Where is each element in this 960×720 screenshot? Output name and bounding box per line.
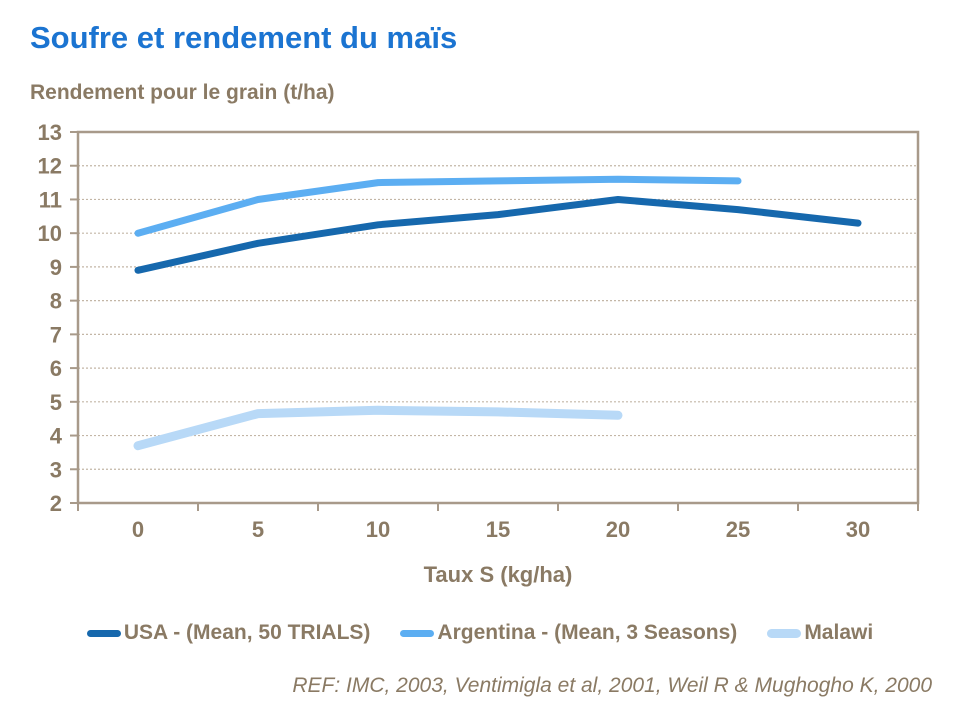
legend-item-malawi: Malawi [767,621,873,645]
legend-item-usa: USA - (Mean, 50 TRIALS) [86,621,371,645]
series-line-usa [134,196,862,274]
y-tick-label: 8 [50,289,62,314]
x-tick-label: 25 [726,517,750,542]
legend-label-usa: USA - (Mean, 50 TRIALS) [123,621,371,644]
line-chart: 2 3 4 5 6 7 8 9 10 11 12 13 0 5 10 15 20 25 30 Taux S (kg/h… [38,120,920,587]
page-title: Soufre et rendement du maïs [30,20,458,55]
series-line-argentina [134,175,742,237]
x-tick-label: 5 [252,517,264,542]
plot-border [76,130,920,505]
chart-legend: USA - (Mean, 50 TRIALS) Argentina - (Mean… [0,618,960,648]
legend-marker-argentina [400,629,435,637]
legend-item-argentina: Argentina - (Mean, 3 Seasons) [400,621,737,645]
y-tick-label: 10 [38,221,62,246]
y-tick-label: 11 [39,187,62,212]
series-line-malawi [133,405,623,451]
legend-marker-malawi [767,628,802,638]
legend-label-malawi: Malawi [804,621,874,644]
x-tick-label: 0 [132,517,144,542]
legend-label-argentina: Argentina - (Mean, 3 Seasons) [437,621,738,644]
y-tick-label: 3 [50,457,62,482]
x-axis-title: Taux S (kg/ha) [424,562,573,587]
y-tick-label: 12 [38,154,62,179]
y-tick-label: 2 [50,491,62,516]
y-tick-label: 4 [50,424,63,449]
y-tick-label: 6 [50,356,62,381]
y-tick-label: 5 [50,390,62,415]
y-tick-label: 13 [38,120,62,145]
x-tick-label: 10 [366,517,390,542]
x-tick-label: 30 [846,517,870,542]
x-tick-label: 20 [606,517,630,542]
reference-text: REF: IMC, 2003, Ventimigla et al, 2001, … [292,674,932,697]
y-tick-label: 9 [50,255,62,280]
legend-marker-usa [86,629,121,637]
y-axis-title: Rendement pour le grain (t/ha) [30,81,335,104]
x-tick-label: 15 [486,517,510,542]
y-tick-label: 7 [50,322,62,347]
